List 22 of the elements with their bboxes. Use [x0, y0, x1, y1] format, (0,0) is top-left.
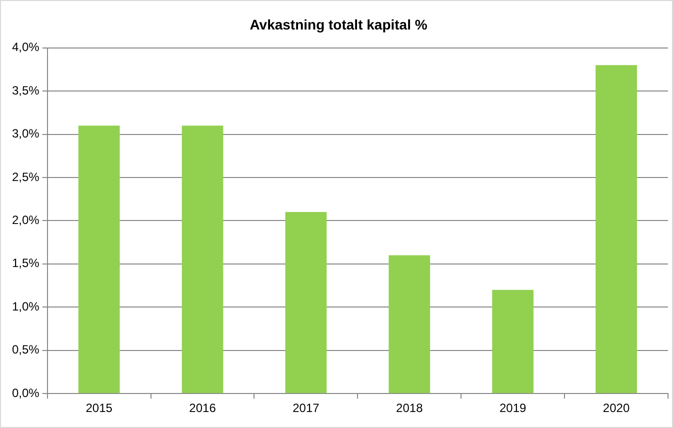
x-tick-label: 2017	[292, 401, 320, 416]
bar	[492, 290, 534, 394]
x-tick-label: 2018	[396, 401, 424, 416]
x-tick-label: 2019	[499, 401, 527, 416]
y-tick-label: 0,0%	[12, 386, 40, 400]
bar	[285, 212, 327, 394]
x-tick-label: 2016	[189, 401, 216, 416]
y-tick-label: 4,0%	[12, 40, 40, 54]
chart-title: Avkastning totalt kapital %	[250, 16, 428, 32]
bar	[388, 255, 430, 394]
y-tick-label: 0,5%	[12, 342, 40, 357]
y-tick-label: 1,0%	[12, 299, 40, 314]
y-tick-label: 1,5%	[12, 256, 40, 270]
y-tick-label: 3,0%	[12, 126, 40, 141]
y-tick-label: 2,0%	[12, 213, 40, 228]
bar	[596, 65, 637, 394]
bar	[182, 126, 224, 394]
bar	[78, 126, 120, 394]
y-tick-label: 2,5%	[12, 170, 40, 184]
x-tick-label: 2020	[602, 401, 630, 416]
y-tick-label: 3,5%	[12, 83, 40, 98]
x-tick-label: 2015	[86, 401, 113, 416]
